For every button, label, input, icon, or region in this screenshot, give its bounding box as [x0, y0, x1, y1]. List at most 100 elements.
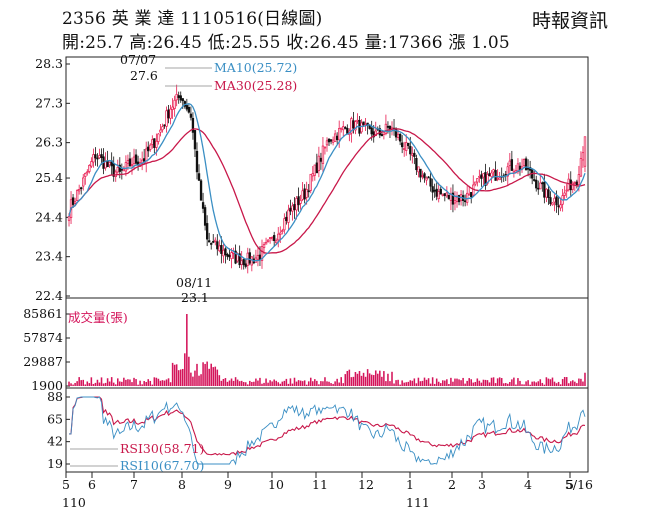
- volume-bar: [236, 379, 239, 386]
- volume-bar: [149, 380, 152, 386]
- volume-tick-label: 57874: [23, 330, 63, 345]
- candle-body: [468, 193, 471, 196]
- volume-bar: [70, 383, 72, 386]
- candle-body: [281, 230, 284, 232]
- candle-body: [409, 146, 412, 155]
- volume-bar: [539, 379, 542, 386]
- x-tick-label: 1: [406, 477, 414, 492]
- volume-bar: [198, 375, 200, 386]
- volume-bar: [433, 383, 436, 386]
- volume-bar: [504, 383, 507, 386]
- candle-body: [228, 254, 231, 258]
- volume-bar: [466, 380, 468, 386]
- candle-body: [380, 134, 384, 137]
- volume-bar: [271, 381, 273, 386]
- volume-bar: [356, 373, 359, 386]
- candle-body: [455, 196, 459, 202]
- candle-body: [498, 177, 501, 181]
- volume-bar: [307, 381, 310, 386]
- volume-bar: [563, 376, 566, 386]
- candle-body: [490, 172, 493, 178]
- volume-bar: [297, 380, 300, 386]
- volume-bar: [389, 381, 391, 386]
- candle-body: [214, 239, 217, 242]
- volume-bar: [446, 379, 448, 386]
- rsi-tick-label: 65: [47, 411, 63, 426]
- volume-bar: [561, 379, 564, 386]
- candle-body: [273, 235, 276, 241]
- candle-body: [283, 218, 286, 231]
- volume-bar: [401, 380, 403, 386]
- volume-bar: [511, 379, 513, 386]
- candle-body: [484, 172, 487, 186]
- candle-body: [82, 177, 85, 187]
- candle-body: [285, 216, 288, 221]
- volume-bar: [531, 381, 533, 386]
- candle-body: [167, 109, 170, 119]
- volume-bar: [157, 378, 160, 386]
- candle-body: [163, 124, 166, 127]
- volume-bar: [486, 380, 489, 386]
- volume-bar: [374, 370, 377, 386]
- volume-bar: [474, 381, 477, 386]
- volume-bar: [80, 380, 82, 386]
- volume-bar: [263, 382, 265, 386]
- x-tick-label: 8: [178, 477, 186, 492]
- candle-body: [405, 142, 408, 151]
- volume-bar: [186, 314, 188, 386]
- volume-bar: [496, 378, 499, 386]
- volume-tick-label: 85861: [23, 306, 63, 321]
- candle-body: [451, 192, 455, 205]
- candle-body: [433, 189, 436, 192]
- candle-body: [305, 188, 308, 198]
- volume-bar: [94, 382, 97, 386]
- candle-body: [533, 179, 536, 181]
- volume-bar: [574, 381, 576, 386]
- volume-bar: [76, 381, 78, 386]
- candle-body: [67, 216, 71, 221]
- candle-body: [295, 197, 298, 211]
- candle-body: [151, 139, 154, 145]
- volume-bar: [285, 378, 288, 386]
- candle-body: [537, 187, 540, 190]
- volume-bar: [324, 377, 326, 386]
- candle-body: [195, 150, 199, 173]
- volume-bar: [322, 381, 324, 386]
- volume-bar: [84, 384, 87, 386]
- volume-bar: [509, 382, 511, 386]
- volume-bar: [543, 384, 546, 386]
- volume-bar: [259, 377, 261, 386]
- volume-bar: [90, 377, 93, 386]
- high-value-label: 27.6: [130, 68, 158, 83]
- candle-body: [547, 189, 550, 198]
- candle-body: [268, 237, 272, 240]
- rsi-tick-label: 42: [47, 434, 63, 449]
- candle-body: [307, 190, 310, 193]
- volume-bar: [190, 372, 192, 386]
- volume-tick-label: 29887: [23, 354, 63, 369]
- candle-body: [153, 138, 156, 148]
- volume-bar: [234, 377, 237, 386]
- candle-body: [476, 178, 479, 183]
- volume-bar: [535, 382, 538, 386]
- price-tick-label: 28.3: [35, 56, 63, 71]
- volume-bar: [104, 382, 107, 386]
- volume-bar: [547, 378, 550, 386]
- candle-body: [80, 187, 83, 190]
- volume-bar: [204, 363, 206, 386]
- candle-body: [108, 162, 111, 166]
- candle-body: [364, 123, 367, 126]
- volume-bar: [192, 376, 194, 386]
- volume-bar: [173, 364, 176, 386]
- candle-body: [579, 158, 583, 177]
- volume-bar: [417, 377, 420, 386]
- volume-bar: [265, 378, 267, 386]
- volume-bar: [224, 378, 227, 386]
- price-tick-label: 23.4: [35, 249, 63, 264]
- volume-value: 量:17366: [364, 33, 443, 53]
- volume-bar: [206, 361, 208, 386]
- candle-body: [431, 186, 434, 193]
- volume-bar: [472, 382, 475, 386]
- volume-bar: [82, 379, 85, 386]
- candle-body: [583, 136, 587, 167]
